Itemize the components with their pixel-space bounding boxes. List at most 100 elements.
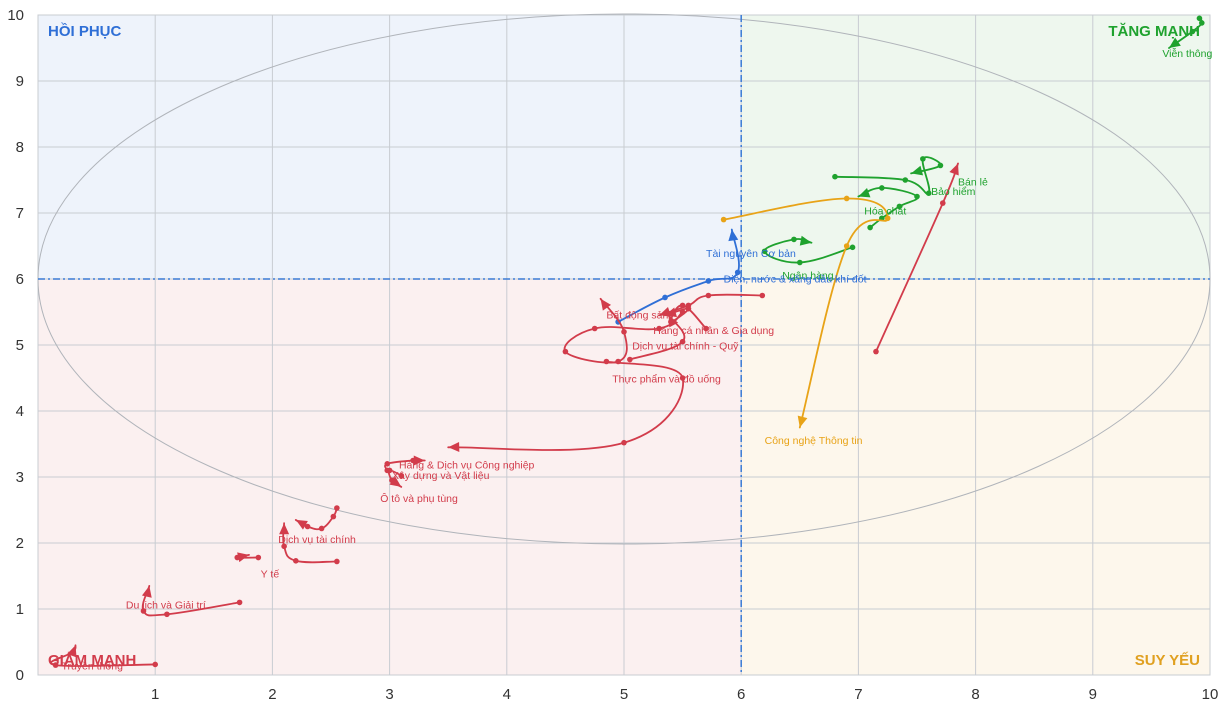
series-point	[304, 523, 311, 530]
series-point	[384, 461, 391, 467]
series-point	[705, 278, 712, 284]
series-point	[281, 543, 287, 550]
series-point	[1196, 15, 1203, 22]
series-point	[334, 505, 340, 511]
series-point	[1198, 20, 1205, 26]
series-point	[759, 292, 766, 299]
series-point	[621, 439, 627, 446]
series-arrowhead	[279, 523, 290, 535]
series-point	[925, 190, 932, 196]
series-point	[603, 358, 610, 365]
series-label: Viễn thông	[1162, 47, 1212, 60]
series-arrowhead	[728, 229, 739, 242]
series-arrowhead	[295, 519, 308, 530]
series-point	[621, 329, 627, 335]
series-point	[937, 162, 944, 169]
quadrant-label: GIẢM MẠNH	[48, 652, 136, 669]
series-arrowhead	[799, 235, 812, 246]
series-arrowhead	[141, 585, 152, 598]
series-line	[447, 360, 684, 451]
series-point	[873, 348, 879, 355]
quadrant-label: HỒI PHỤC	[48, 22, 122, 40]
series-Ô tô và phụ tùng	[294, 505, 340, 532]
y-tick-label: 3	[16, 469, 24, 486]
series-arrowhead	[911, 165, 924, 176]
series-point	[685, 305, 692, 312]
series-arrowhead	[448, 442, 460, 453]
series-point	[164, 611, 170, 618]
x-tick-label: 10	[1202, 686, 1219, 703]
series-point	[849, 244, 856, 251]
series-point	[236, 599, 243, 606]
series-Truyền thông	[49, 644, 158, 668]
series-arrowhead	[237, 552, 249, 563]
series-point	[293, 558, 299, 564]
series-Y tế	[234, 552, 262, 563]
series-label: Ô tô và phụ tùng	[380, 492, 458, 505]
series-label: Hàng & Dịch vụ Công nghiệp	[399, 459, 535, 471]
series-point	[140, 608, 147, 614]
y-tick-label: 7	[16, 205, 24, 222]
series-point	[914, 193, 920, 200]
x-tick-label: 8	[971, 686, 979, 703]
x-tick-label: 6	[737, 686, 745, 703]
series-point	[679, 302, 686, 309]
y-tick-label: 5	[16, 337, 24, 354]
series-point	[797, 259, 803, 266]
series-Du lịch và Giải trí	[140, 585, 243, 618]
series-arrowhead	[600, 298, 612, 311]
series-label: Hóa chất	[864, 205, 906, 217]
series-label: Công nghệ Thông tin	[765, 435, 863, 447]
series-point	[734, 269, 741, 276]
series-point	[398, 472, 405, 479]
x-tick-label: 2	[268, 686, 276, 703]
y-tick-label: 0	[16, 667, 24, 684]
series-Bảo hiểm	[832, 156, 944, 196]
series-label: Du lịch và Giải trí	[126, 599, 206, 611]
series-label: Xây dựng và Vật liệu	[392, 470, 490, 482]
series-point	[843, 243, 850, 249]
series-point	[832, 173, 838, 180]
x-tick-label: 4	[503, 686, 511, 703]
series-point	[1189, 28, 1196, 35]
series-arrowhead	[413, 455, 425, 466]
series-Dịch vụ tài chính	[279, 522, 340, 565]
series-point	[318, 525, 325, 532]
series-point	[255, 554, 262, 561]
series-label: Y tế	[261, 568, 280, 580]
series-point	[562, 348, 569, 355]
y-tick-label: 4	[16, 403, 24, 420]
series-point	[902, 177, 909, 183]
series-point	[703, 325, 709, 332]
series-Bán lẻ	[873, 162, 959, 355]
y-tick-label: 2	[16, 535, 24, 552]
series-point	[761, 248, 768, 255]
series-arrowhead	[949, 163, 959, 176]
series-arrowhead	[797, 415, 808, 428]
series-point	[386, 467, 393, 474]
series-label: Tài nguyên Cơ bản	[706, 248, 796, 260]
x-tick-label: 3	[385, 686, 393, 703]
series-point	[627, 356, 633, 363]
series-arrowhead	[668, 315, 679, 328]
series-point	[662, 294, 668, 301]
series-point	[884, 215, 891, 222]
series-point	[334, 558, 340, 565]
y-tick-label: 6	[16, 271, 24, 288]
series-point	[920, 156, 926, 162]
x-tick-label: 1	[151, 686, 159, 703]
series-arrowhead	[1168, 37, 1181, 48]
series-line	[141, 585, 241, 617]
y-tick-label: 10	[7, 7, 24, 24]
series-label: Bất động sản	[606, 310, 668, 322]
series-Bất động sản	[562, 297, 686, 365]
series-Dịch vụ tài chính - Quỹ	[627, 314, 686, 363]
x-tick-label: 5	[620, 686, 628, 703]
series-point	[152, 661, 158, 668]
series-label: Bảo hiểm	[931, 186, 976, 198]
series-point	[330, 513, 337, 520]
series-label: Bán lẻ	[958, 176, 988, 188]
series-label: Dịch vụ tài chính	[278, 534, 356, 546]
series-arrowhead	[67, 645, 77, 658]
series-label: Hàng cá nhân & Gia dụng	[653, 325, 774, 337]
